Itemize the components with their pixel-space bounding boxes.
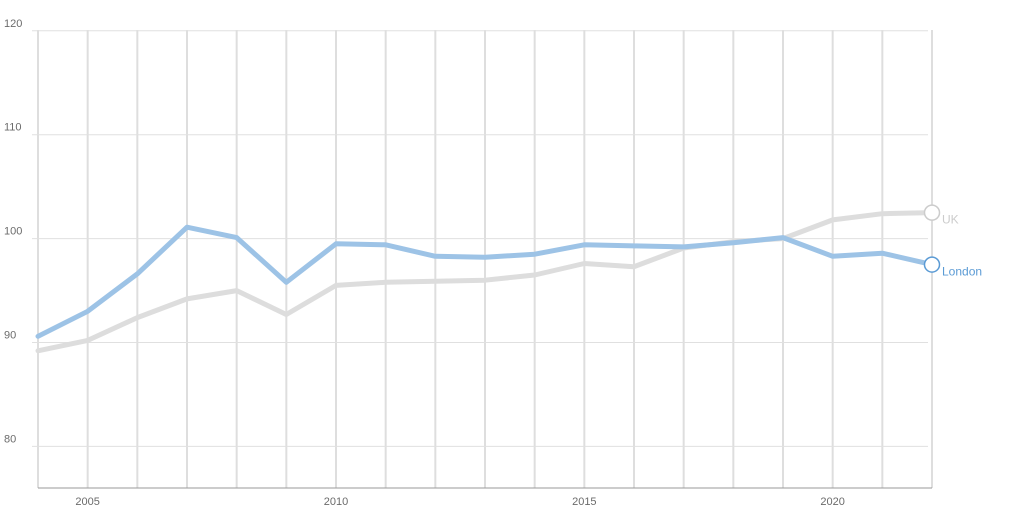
horizontal-gridlines <box>32 30 928 447</box>
x-tick-label: 2020 <box>820 496 844 508</box>
end-marker-uk <box>923 204 941 221</box>
x-tick-label: 2010 <box>324 496 348 508</box>
vertical-gridlines <box>37 30 933 488</box>
series-line-london <box>35 224 935 339</box>
y-tick-label: 100 <box>4 226 22 238</box>
x-tick-label: 2015 <box>572 496 596 508</box>
series-label-london: London <box>942 265 982 279</box>
end-markers: UK London <box>923 204 982 279</box>
x-axis-tick-labels: 2005 2010 2015 2020 <box>75 496 844 508</box>
series-label-uk: UK <box>942 213 959 227</box>
series-lines <box>35 210 935 354</box>
y-axis-tick-labels: 80 90 100 110 120 <box>4 18 22 446</box>
y-tick-label: 120 <box>4 18 22 30</box>
y-tick-label: 80 <box>4 433 16 445</box>
y-tick-label: 90 <box>4 330 16 342</box>
x-tick-label: 2005 <box>75 496 99 508</box>
end-marker-london <box>923 256 941 273</box>
y-tick-label: 110 <box>4 122 22 134</box>
